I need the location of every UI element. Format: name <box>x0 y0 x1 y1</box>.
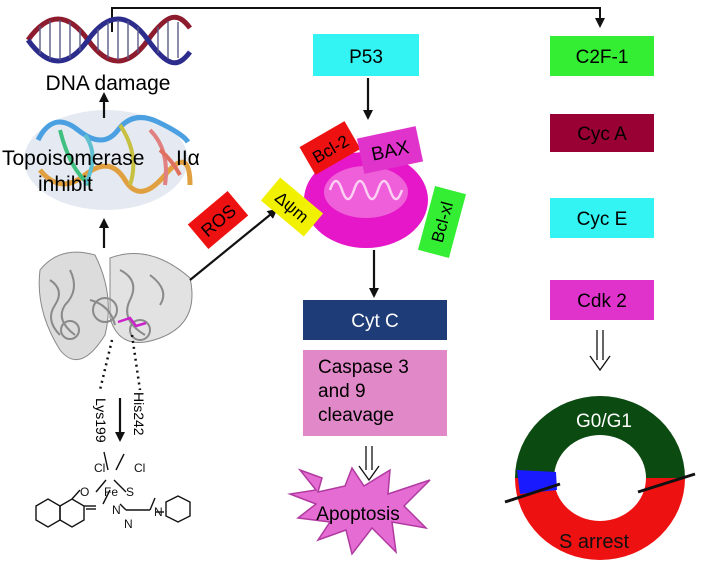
svg-text:O: O <box>80 485 89 499</box>
svg-text:S: S <box>126 485 134 499</box>
bax-label-box: BAX <box>356 126 424 174</box>
svg-text:Cyt C: Cyt C <box>351 311 399 332</box>
cycle-g0g1-label: G0/G1 <box>576 411 632 432</box>
p53-box: P53 <box>313 34 419 76</box>
cyce-box: Cyc E <box>550 198 654 238</box>
cyca-box: Cyc A <box>550 114 654 152</box>
hollow-arrow-apoptosis <box>358 446 380 482</box>
c2f1-box: C2F-1 <box>550 36 654 76</box>
cycle-g0g1-segment <box>515 396 685 478</box>
svg-text:N: N <box>154 505 163 519</box>
hollow-arrow-cell-cycle <box>589 330 611 372</box>
mitochondrion-icon <box>304 152 428 248</box>
svg-text:Cyc E: Cyc E <box>577 209 628 230</box>
arrows <box>99 78 379 442</box>
svg-text:cleavage: cleavage <box>318 405 394 426</box>
cdk2-box: Cdk 2 <box>550 280 654 320</box>
residue-lys-label: Lys199 <box>93 398 109 443</box>
svg-text:and 9: and 9 <box>318 381 366 402</box>
apoptotic-cell-icon <box>287 466 431 556</box>
cytc-box: Cyt C <box>303 300 447 340</box>
cycle-s-segment <box>515 478 685 560</box>
topo-label-line2: inhibit <box>38 173 93 196</box>
svg-text:N: N <box>112 503 121 517</box>
svg-text:Cyc A: Cyc A <box>577 124 627 145</box>
cycle-g2m-label: G2/M <box>567 471 613 492</box>
bclxl-label-box: Bcl-xl <box>418 185 466 259</box>
arrow-protein-to-mito <box>189 208 278 281</box>
svg-text:Cl: Cl <box>94 461 105 475</box>
svg-text:N: N <box>124 517 133 531</box>
residue-his-label: His242 <box>131 392 147 436</box>
cycle-divider-left <box>504 482 561 504</box>
svg-text:C2F-1: C2F-1 <box>576 47 629 68</box>
residue-dotted-lines <box>98 334 142 391</box>
svg-text:Fe: Fe <box>104 485 118 499</box>
svg-text:P53: P53 <box>349 47 383 68</box>
topo-label-suffix: IIα <box>176 147 200 170</box>
dna-helix-icon <box>25 14 192 66</box>
cycle-divider-right <box>637 472 696 494</box>
dna-damage-label: DNA damage <box>46 72 171 95</box>
topoisomerase-structure-icon <box>24 110 193 210</box>
cell-cycle-ring <box>504 396 696 560</box>
caspase-box: Caspase 3 and 9 cleavage <box>303 350 447 436</box>
topo-label-line1: Topoisomerase <box>2 147 144 170</box>
cycle-s-label: S arrest <box>559 531 629 553</box>
protein-docking-structure-icon <box>38 251 193 360</box>
svg-text:Cdk 2: Cdk 2 <box>577 291 627 312</box>
svg-text:Cl: Cl <box>134 461 145 475</box>
apoptosis-label: Apoptosis <box>316 504 399 525</box>
svg-text:Caspase 3: Caspase 3 <box>318 357 409 378</box>
fe-complex-molecule <box>35 451 191 528</box>
molecule-atom-labels: Cl Cl O Fe S N N N <box>80 461 163 531</box>
